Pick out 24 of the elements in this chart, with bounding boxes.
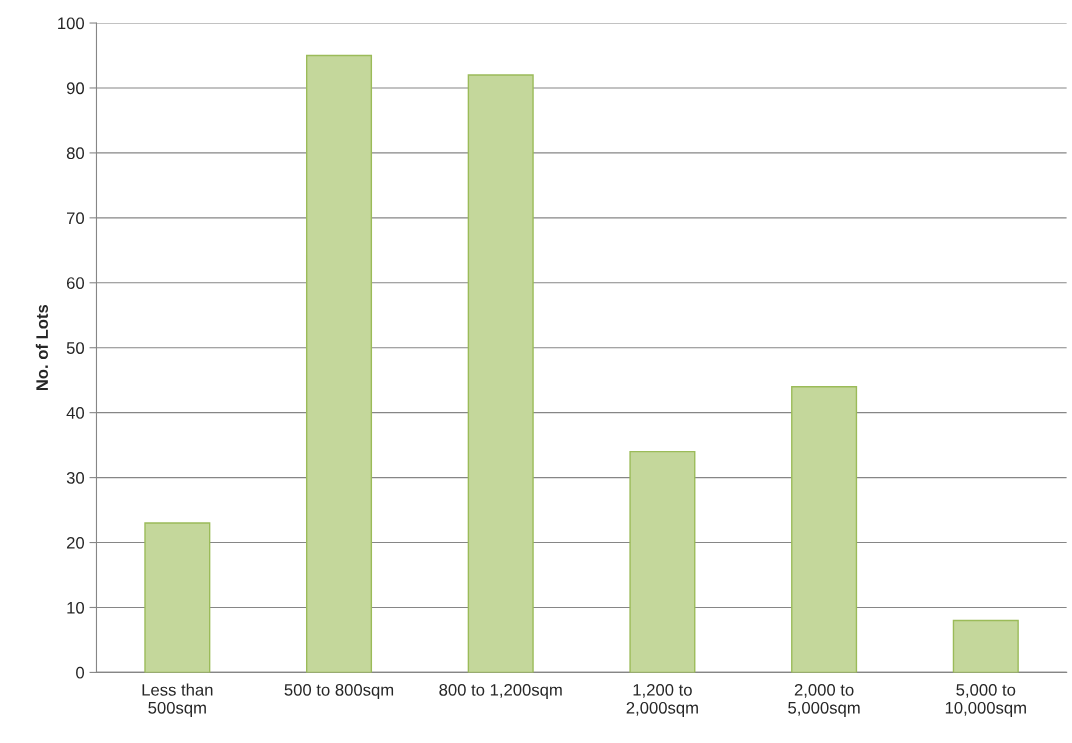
y-tick-label: 30	[66, 472, 85, 484]
y-tick-label: 0	[76, 666, 85, 679]
x-tick-label: Less than 500sqm	[142, 683, 213, 718]
y-tick-label: 100	[58, 17, 85, 30]
y-tick-label: 40	[66, 407, 85, 419]
y-axis-title: No. of Lots	[35, 304, 49, 391]
bar	[305, 54, 373, 673]
y-tick-label: 80	[66, 147, 85, 160]
y-tick-label: 60	[66, 277, 85, 289]
y-tick-label: 70	[66, 212, 85, 225]
bar	[467, 74, 534, 673]
x-tick-label: 1,200 to 2,000sqm	[626, 683, 698, 718]
x-tick-label: 5,000 to 10,000sqm	[945, 683, 1026, 718]
y-tick-label: 50	[66, 342, 85, 354]
y-tick-label: 10	[67, 601, 85, 614]
bar	[629, 450, 696, 673]
y-tick-label: 90	[66, 82, 85, 95]
x-tick-label: 2,000 to 5,000sqm	[788, 683, 860, 718]
x-tick-label: 800 to 1,200sqm	[439, 683, 562, 700]
bar	[144, 522, 211, 673]
bar	[952, 619, 1019, 673]
y-tick-label: 20	[66, 536, 85, 549]
bar	[791, 385, 858, 673]
x-tick-label: 500 to 800sqm	[284, 683, 394, 700]
